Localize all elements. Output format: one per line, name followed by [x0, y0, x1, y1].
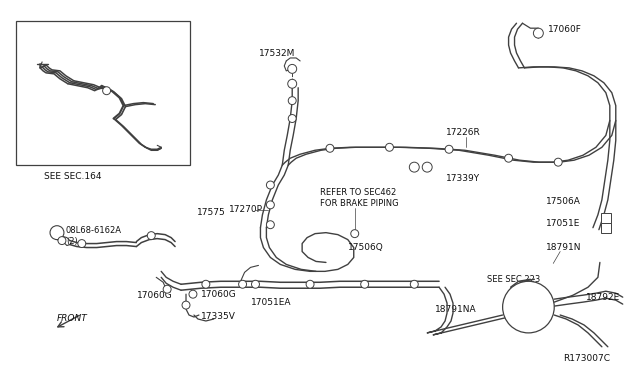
Circle shape [288, 64, 297, 73]
Bar [16, 21, 190, 165]
Circle shape [58, 237, 66, 244]
Circle shape [361, 280, 369, 288]
Circle shape [422, 162, 432, 172]
Text: 18792E: 18792E [586, 293, 620, 302]
Text: 17532M: 17532M [259, 49, 295, 58]
Circle shape [147, 232, 156, 240]
Text: 17226R: 17226R [446, 128, 481, 137]
Circle shape [504, 154, 513, 162]
Text: f: f [413, 165, 415, 170]
Circle shape [50, 226, 64, 240]
Circle shape [410, 162, 419, 172]
Circle shape [266, 201, 275, 209]
Text: T: T [425, 165, 429, 170]
Circle shape [266, 181, 275, 189]
Text: 17270P: 17270P [228, 205, 262, 214]
Circle shape [288, 97, 296, 105]
Text: SEE SEC.164: SEE SEC.164 [44, 171, 102, 180]
Text: 17335V: 17335V [201, 311, 236, 321]
Text: 17506A: 17506A [547, 198, 581, 206]
Circle shape [163, 285, 171, 293]
Circle shape [252, 280, 259, 288]
Circle shape [239, 280, 246, 288]
Text: 17051E: 17051E [547, 219, 580, 228]
Circle shape [306, 280, 314, 288]
Text: 18791N: 18791N [547, 243, 582, 252]
Text: FOR BRAKE PIPING: FOR BRAKE PIPING [320, 199, 399, 208]
Circle shape [554, 158, 562, 166]
Circle shape [102, 87, 111, 95]
Text: (2): (2) [66, 237, 77, 246]
Text: FRONT: FRONT [57, 314, 88, 324]
Circle shape [502, 281, 554, 333]
Circle shape [288, 79, 297, 88]
Circle shape [182, 301, 190, 309]
Text: R173007C: R173007C [563, 354, 610, 363]
Circle shape [351, 230, 358, 238]
Circle shape [385, 143, 394, 151]
Circle shape [288, 115, 296, 122]
Text: 17060F: 17060F [548, 25, 582, 34]
Circle shape [78, 240, 86, 247]
Text: 17051EA: 17051EA [250, 298, 291, 307]
Text: 08L68-6162A: 08L68-6162A [66, 226, 122, 235]
Text: SEE SEC.223: SEE SEC.223 [487, 275, 540, 284]
Circle shape [202, 280, 210, 288]
Bar [601, 223, 611, 232]
Circle shape [189, 290, 197, 298]
Text: B: B [54, 230, 60, 235]
Circle shape [533, 28, 543, 38]
Circle shape [266, 221, 275, 229]
Text: 17060G: 17060G [201, 290, 237, 299]
Circle shape [410, 280, 419, 288]
Text: 17506Q: 17506Q [348, 243, 383, 252]
Bar [601, 213, 611, 223]
Text: 17339Y: 17339Y [446, 174, 480, 183]
Text: 18791NA: 18791NA [435, 305, 477, 314]
Circle shape [445, 145, 453, 153]
Text: 17060G: 17060G [138, 291, 173, 300]
Text: 17575: 17575 [197, 208, 226, 217]
Circle shape [326, 144, 334, 152]
Text: REFER TO SEC462: REFER TO SEC462 [320, 189, 396, 198]
